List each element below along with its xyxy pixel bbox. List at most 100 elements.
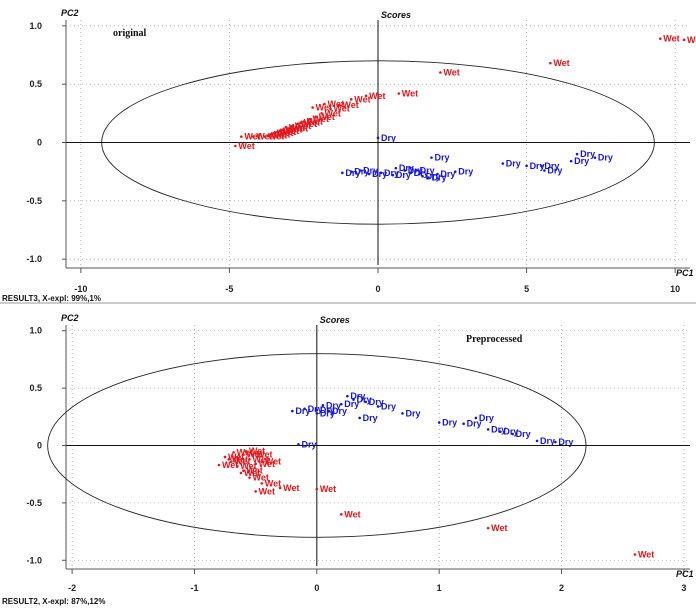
point-label-wet: Wet	[663, 34, 679, 44]
data-point-dry	[367, 172, 371, 176]
point-label-wet: Wet	[292, 124, 308, 134]
x-tick-label: -10	[74, 284, 87, 294]
data-point-wet	[260, 482, 264, 485]
point-label-dry: Dry	[580, 149, 595, 159]
data-point-dry	[358, 169, 362, 172]
data-point-wet	[308, 117, 311, 121]
data-point-wet	[339, 513, 343, 516]
data-point-wet	[251, 135, 255, 138]
data-point-wet	[242, 469, 245, 473]
data-point-wet	[266, 134, 270, 137]
point-label-dry: Dry	[420, 166, 435, 176]
point-label-wet: Wet	[319, 112, 335, 122]
point-label-wet: Wet	[286, 125, 302, 135]
point-label-dry: Dry	[408, 166, 423, 176]
data-point-dry	[315, 412, 319, 415]
data-point-dry	[379, 171, 383, 175]
data-point-wet	[284, 126, 288, 129]
point-label-dry: Dry	[320, 408, 335, 418]
data-point-dry	[409, 171, 412, 175]
point-label-dry: Dry	[516, 429, 531, 439]
data-point-dry	[453, 170, 457, 173]
data-point-wet	[323, 102, 326, 106]
point-label-dry: Dry	[345, 168, 360, 178]
data-point-wet	[251, 453, 255, 456]
x-tick-label: 3	[681, 583, 686, 593]
data-point-dry	[569, 159, 573, 163]
chart-title: Scores	[320, 315, 350, 325]
data-point-dry	[364, 400, 368, 404]
panel-annotation: Preprocessed	[466, 334, 523, 345]
point-label-wet: Wet	[687, 35, 696, 45]
data-point-wet	[248, 476, 251, 479]
data-point-wet	[658, 37, 662, 40]
data-point-wet	[217, 463, 221, 467]
point-label-dry: Dry	[540, 436, 555, 446]
point-label-dry: Dry	[350, 391, 365, 401]
data-point-dry	[349, 170, 353, 173]
data-point-dry	[346, 394, 349, 398]
confidence-ellipse	[101, 60, 655, 225]
data-point-dry	[315, 408, 319, 412]
data-point-dry	[327, 409, 331, 413]
point-label-wet: Wet	[313, 114, 329, 124]
point-label-wet: Wet	[265, 457, 281, 467]
data-point-dry	[401, 412, 404, 415]
point-label-wet: Wet	[256, 450, 272, 460]
x-tick-label: -1	[190, 583, 198, 593]
data-point-dry	[511, 432, 514, 436]
data-point-dry	[421, 175, 424, 178]
point-label-dry: Dry	[467, 419, 482, 429]
point-label-wet: Wet	[402, 89, 418, 99]
data-point-wet	[278, 486, 282, 490]
x-tick-label: -2	[68, 583, 76, 593]
y-axis-label: PC2	[61, 8, 79, 18]
data-point-dry	[339, 402, 343, 406]
point-label-dry: Dry	[405, 408, 420, 418]
data-point-wet	[349, 98, 353, 101]
x-tick-label: 2	[559, 583, 564, 593]
point-label-dry: Dry	[432, 173, 447, 183]
point-label-dry: Dry	[506, 159, 521, 169]
data-point-wet	[486, 526, 490, 530]
point-label-dry: Dry	[363, 413, 378, 423]
data-point-dry	[321, 404, 325, 407]
point-label-wet: Wet	[246, 466, 262, 476]
point-label-wet: Wet	[265, 478, 281, 488]
point-label-dry: Dry	[598, 153, 613, 163]
point-label-dry: Dry	[344, 399, 359, 409]
data-point-wet	[296, 122, 300, 126]
data-point-dry	[462, 422, 465, 425]
point-label-dry: Dry	[320, 405, 335, 415]
data-point-wet	[314, 115, 317, 119]
point-label-wet: Wet	[280, 127, 296, 137]
y-tick-label: -1.0	[26, 254, 42, 264]
data-point-wet	[232, 451, 235, 454]
point-label-wet: Wet	[283, 126, 299, 136]
point-label-wet: Wet	[274, 129, 290, 139]
point-label-dry: Dry	[558, 437, 573, 447]
data-point-wet	[223, 455, 227, 459]
data-point-wet	[227, 457, 231, 461]
point-label-wet: Wet	[333, 104, 349, 114]
data-point-dry	[436, 172, 439, 176]
point-label-dry: Dry	[369, 397, 384, 407]
data-point-wet	[439, 71, 442, 74]
data-point-dry	[358, 416, 361, 420]
point-label-dry: Dry	[491, 424, 506, 434]
data-point-wet	[229, 460, 233, 463]
y-tick-label: 1.0	[29, 21, 42, 31]
data-point-dry	[501, 162, 505, 165]
point-label-dry: Dry	[381, 401, 396, 411]
data-point-dry	[352, 398, 355, 401]
point-label-wet: Wet	[304, 118, 320, 128]
x-axis-label: PC1	[676, 569, 694, 579]
data-point-dry	[437, 421, 441, 424]
point-label-wet: Wet	[253, 454, 269, 464]
data-point-dry	[291, 409, 294, 413]
data-point-wet	[234, 144, 237, 148]
x-tick-label: 0	[314, 583, 319, 593]
data-point-wet	[682, 38, 686, 42]
data-point-wet	[278, 129, 282, 133]
